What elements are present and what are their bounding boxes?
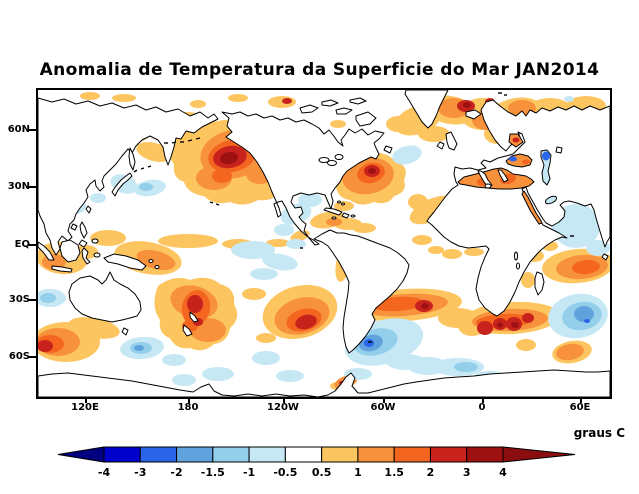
colorbar-level-label: 0.5 xyxy=(312,466,332,479)
world-map-frame xyxy=(36,88,612,399)
lon-tick-label: 60E xyxy=(569,402,591,413)
colorbar-level-label: -1.5 xyxy=(201,466,225,479)
world-map-canvas xyxy=(38,90,610,397)
lat-tick-label: 60S xyxy=(8,351,30,362)
colorbar-level-label: -1 xyxy=(243,466,255,479)
colorbar-level-label: 1 xyxy=(354,466,362,479)
colorbar-level-label: -2 xyxy=(170,466,182,479)
lon-tick-label: 0 xyxy=(478,402,486,413)
lon-tick-label: 60W xyxy=(370,402,396,413)
lat-tick-label: EQ xyxy=(14,239,30,250)
lat-tick-label: 60N xyxy=(7,124,30,135)
colorbar-unit-label: graus C xyxy=(573,426,625,440)
lon-tick-mark xyxy=(283,397,285,403)
lon-tick-label: 120W xyxy=(267,402,299,413)
page-title: Anomalia de Temperatura da Superficie do… xyxy=(39,60,600,80)
lat-tick-mark xyxy=(29,299,36,301)
lon-tick-label: 120E xyxy=(71,402,99,413)
lon-tick-mark xyxy=(188,397,190,403)
colorbar-level-label: -0.5 xyxy=(273,466,297,479)
colorbar: -4 -3 -2 -1.5 -1 -0.5 0.5 1 1.5 2 3 4 xyxy=(57,446,576,479)
lon-tick-label: 180 xyxy=(177,402,199,413)
lat-tick-mark xyxy=(29,356,36,358)
lat-tick-mark xyxy=(29,129,36,131)
colorbar-level-label: 2 xyxy=(427,466,435,479)
lon-tick-mark xyxy=(482,397,484,403)
lat-tick-mark xyxy=(29,186,36,188)
lon-tick-mark xyxy=(383,397,385,403)
lat-tick-mark xyxy=(29,244,36,246)
colorbar-level-label: 3 xyxy=(463,466,471,479)
colorbar-level-label: 4 xyxy=(499,466,507,479)
colorbar-level-label: -3 xyxy=(134,466,146,479)
lat-tick-label: 30S xyxy=(8,294,30,305)
colorbar-level-label: -4 xyxy=(98,466,111,479)
lon-tick-mark xyxy=(580,397,582,403)
lat-tick-label: 30N xyxy=(7,181,30,192)
lon-tick-mark xyxy=(85,397,87,403)
colorbar-level-label: 1.5 xyxy=(384,466,404,479)
